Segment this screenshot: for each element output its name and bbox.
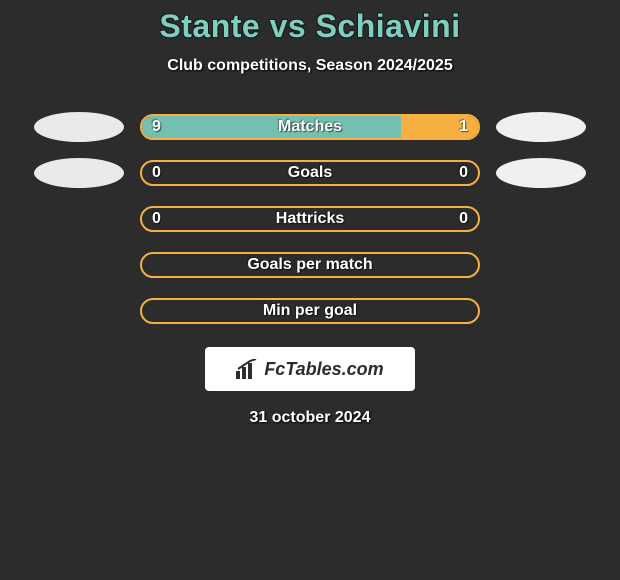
page-subtitle: Club competitions, Season 2024/2025 — [0, 57, 620, 75]
player-avatar-right — [496, 112, 586, 142]
stat-value-left: 0 — [152, 164, 161, 182]
stat-label: Matches — [278, 118, 342, 136]
stat-row: Goals 0 0 — [0, 157, 620, 189]
comparison-infographic: Stante vs Schiavini Club competitions, S… — [0, 0, 620, 427]
player-avatar-left — [34, 158, 124, 188]
stat-value-left: 0 — [152, 210, 161, 228]
stat-row: Hattricks 0 0 — [0, 203, 620, 235]
stat-label: Goals per match — [247, 256, 372, 274]
date-text: 31 october 2024 — [0, 409, 620, 427]
chart-icon — [236, 359, 258, 379]
stat-value-right: 0 — [459, 164, 468, 182]
avatar-ellipse — [34, 112, 124, 142]
brand-logo: FcTables.com — [205, 347, 415, 391]
stat-bar: Min per goal — [140, 298, 480, 324]
stat-bar: Goals 0 0 — [140, 160, 480, 186]
avatar-ellipse — [496, 112, 586, 142]
bar-fill-left — [142, 116, 401, 138]
stat-row: Goals per match — [0, 249, 620, 281]
player-avatar-right — [496, 158, 586, 188]
stat-row: Matches 9 1 — [0, 111, 620, 143]
avatar-ellipse — [34, 158, 124, 188]
stat-value-right: 1 — [459, 118, 468, 136]
stat-bar: Matches 9 1 — [140, 114, 480, 140]
stat-rows: Matches 9 1 Goals 0 0 Hattricks 0 0 Goals per mat… — [0, 111, 620, 327]
stat-bar: Hattricks 0 0 — [140, 206, 480, 232]
brand-text: FcTables.com — [264, 359, 383, 380]
avatar-ellipse — [496, 158, 586, 188]
player-avatar-left — [34, 112, 124, 142]
stat-label: Min per goal — [263, 302, 357, 320]
page-title: Stante vs Schiavini — [0, 8, 620, 45]
stat-row: Min per goal — [0, 295, 620, 327]
stat-value-left: 9 — [152, 118, 161, 136]
stat-label: Goals — [288, 164, 332, 182]
stat-bar: Goals per match — [140, 252, 480, 278]
stat-label: Hattricks — [276, 210, 344, 228]
stat-value-right: 0 — [459, 210, 468, 228]
